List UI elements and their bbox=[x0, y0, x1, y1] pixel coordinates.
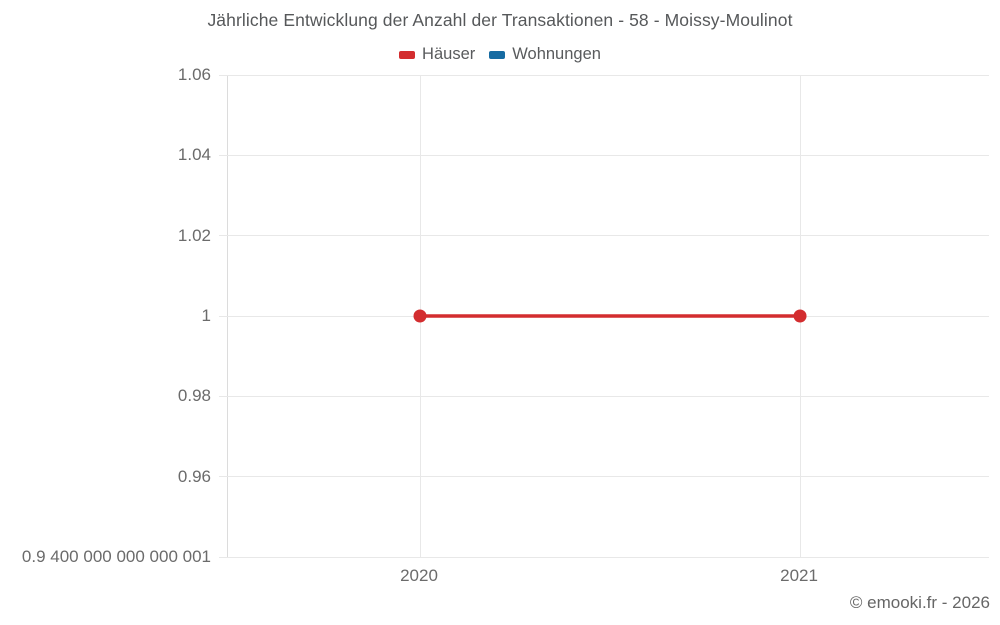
chart-legend: Häuser Wohnungen bbox=[0, 45, 1000, 64]
legend-label-haeuser: Häuser bbox=[422, 45, 476, 63]
attribution-text: © emooki.fr - 2026 bbox=[849, 593, 990, 612]
y-axis-labels: 1.06 1.04 1.02 1 0.98 0.96 0.9 400 000 000 000… bbox=[0, 65, 211, 566]
data-point-marker[interactable] bbox=[793, 309, 807, 323]
y-tick-label: 1.02 bbox=[177, 225, 211, 245]
data-point-marker[interactable] bbox=[413, 309, 427, 323]
y-tick-label: 1.06 bbox=[177, 65, 211, 84]
y-tick-label: 1 bbox=[201, 306, 211, 325]
h-gridline bbox=[219, 154, 989, 156]
h-gridline bbox=[219, 476, 989, 478]
legend-item-haeuser[interactable]: Häuser bbox=[399, 45, 475, 64]
y-tick-label: 1.04 bbox=[177, 145, 211, 165]
h-gridline bbox=[219, 395, 989, 397]
legend-label-wohnungen: Wohnungen bbox=[512, 45, 601, 63]
series-layer bbox=[413, 309, 807, 323]
h-gridline bbox=[219, 74, 989, 76]
x-tick-label: 2020 bbox=[400, 566, 438, 585]
plot-area bbox=[219, 74, 989, 558]
haeuser-series-swatch-icon bbox=[399, 50, 416, 59]
y-tick-label: 0.9 400 000 000 000 001 bbox=[21, 547, 211, 566]
x-axis-labels: 2020 2021 bbox=[227, 566, 988, 590]
y-tick-label: 0.96 bbox=[177, 466, 211, 486]
h-gridline bbox=[219, 556, 989, 558]
legend-item-wohnungen[interactable]: Wohnungen bbox=[489, 45, 601, 64]
wohnungen-series-swatch-icon bbox=[489, 50, 506, 59]
chart-title: Jährliche Entwicklung der Anzahl der Tra… bbox=[207, 10, 793, 30]
y-tick-label: 0.98 bbox=[177, 386, 211, 406]
h-gridline bbox=[219, 235, 989, 237]
x-tick-label: 2021 bbox=[780, 566, 818, 585]
